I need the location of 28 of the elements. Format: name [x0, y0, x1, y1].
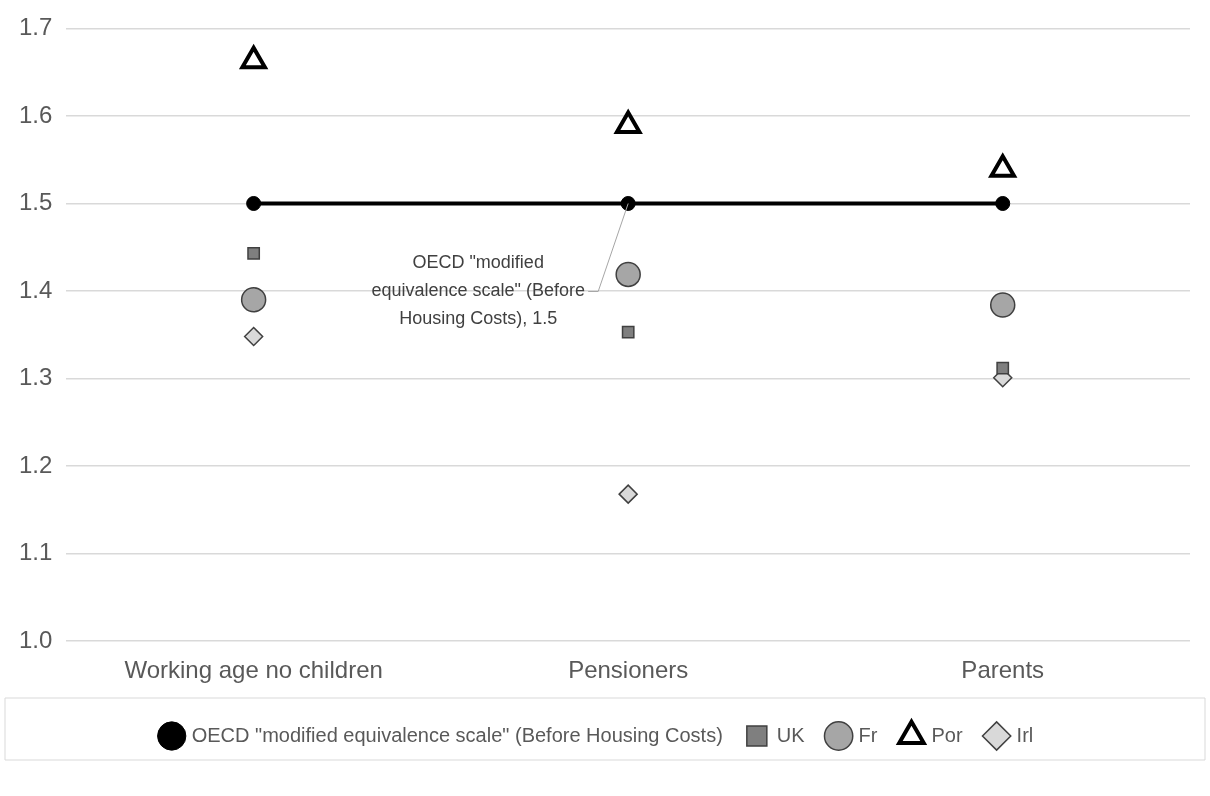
point: [995, 195, 1011, 211]
point: [618, 484, 638, 504]
point: [989, 292, 1016, 318]
y-tick-label: 1.4: [18, 275, 53, 303]
legend-label: Irl: [1016, 723, 1034, 746]
legend-label: UK: [776, 723, 806, 746]
point: [615, 261, 641, 288]
y-tick-label: 1.2: [18, 450, 53, 478]
y-tick-label: 1.5: [18, 188, 53, 216]
point: [240, 287, 267, 313]
y-tick-label: 1.6: [18, 100, 53, 128]
y-tick-label: 1.3: [18, 363, 53, 391]
point: [996, 361, 1010, 375]
y-tick-label: 1.0: [18, 625, 53, 653]
point: [621, 325, 635, 339]
x-tick-label: Working age no children: [124, 656, 383, 684]
y-tick-label: 1.7: [18, 13, 53, 41]
point: [243, 326, 264, 347]
point: [247, 246, 261, 260]
x-tick-label: Pensioners: [568, 656, 689, 684]
y-tick-label: 1.1: [18, 538, 53, 566]
legend-label: OECD "modified equivalence scale" (Before Housing Costs): [191, 723, 723, 746]
annotation: OECD "modified equivalence scale" (Before Housing Costs), 1.5: [371, 252, 585, 329]
legend-label: Fr: [858, 723, 878, 746]
point: [620, 195, 636, 211]
point: [246, 195, 262, 211]
legend-label: Por: [931, 723, 963, 746]
x-tick-label: Parents: [961, 656, 1045, 684]
